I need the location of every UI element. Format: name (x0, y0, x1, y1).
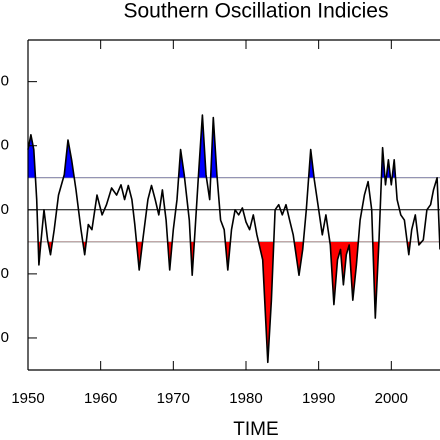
x-tick-label: 1980 (229, 390, 262, 407)
x-tick-label: 2000 (375, 390, 408, 407)
positive-fill (28, 115, 396, 178)
y-tick-label: -1.0 (0, 265, 9, 282)
y-tick-label: 1.0 (0, 137, 9, 154)
x-tick-label: 1960 (84, 390, 117, 407)
x-tick-label: 1990 (302, 390, 335, 407)
chart-title: Southern Oscillation Indicies (124, 0, 389, 23)
soi-line (27, 114, 440, 364)
y-tick-label: 2.0 (0, 73, 9, 90)
x-tick-label: 1950 (11, 390, 44, 407)
x-axis-label: TIME (233, 419, 278, 440)
negative-fill (28, 241, 440, 363)
y-tick-label: 0.0 (0, 201, 9, 218)
y-tick-label: -2.0 (0, 329, 9, 346)
x-tick-label: 1970 (157, 390, 190, 407)
